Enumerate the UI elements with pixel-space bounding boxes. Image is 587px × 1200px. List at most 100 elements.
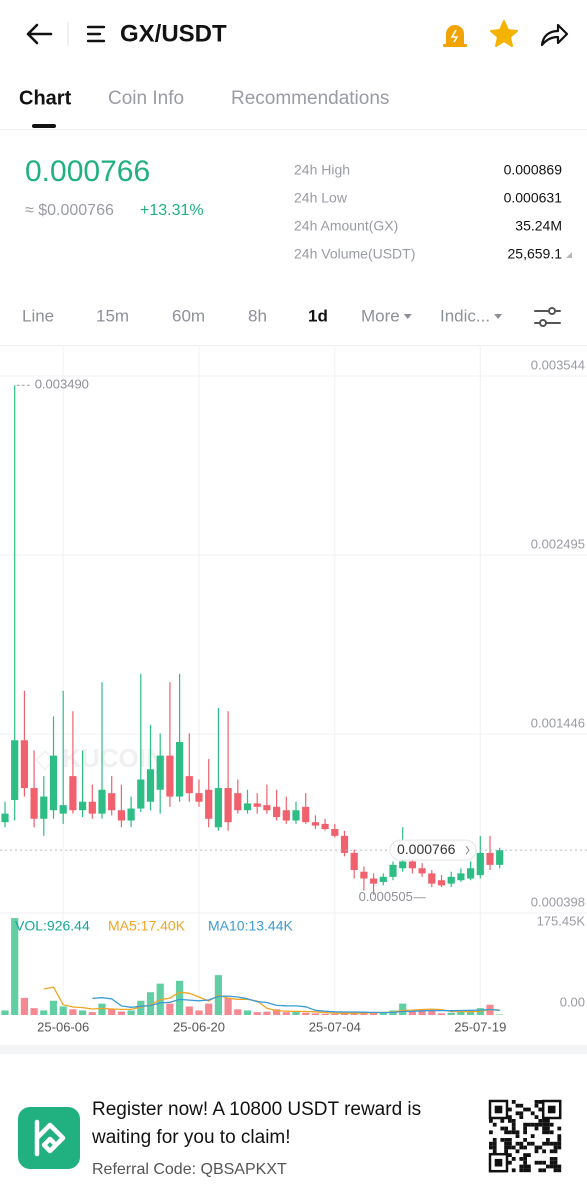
qr-cell	[549, 1164, 554, 1169]
ma-line	[92, 995, 500, 1014]
qr-cell	[542, 1130, 546, 1135]
qr-finder	[488, 1099, 509, 1120]
timeframe-option[interactable]: Line	[22, 306, 54, 325]
qr-cell	[557, 1126, 562, 1131]
qr-cell	[492, 1149, 497, 1154]
volume-bar	[321, 1013, 329, 1015]
qr-cell	[534, 1100, 539, 1104]
qr-cell	[549, 1160, 554, 1165]
qr-cell	[553, 1141, 558, 1146]
menu-icon[interactable]	[86, 25, 106, 43]
qr-cell	[542, 1160, 546, 1165]
qr-cell	[557, 1145, 562, 1150]
qr-cell	[508, 1130, 512, 1135]
timeframe-option[interactable]: 60m	[172, 306, 205, 325]
candle-body	[321, 823, 329, 830]
candle-body	[389, 864, 397, 877]
volume-bar	[302, 1012, 310, 1015]
timeframe-option[interactable]: More	[361, 306, 400, 325]
candle-body	[69, 776, 77, 811]
promo-line: Register now! A 10800 USDT reward is	[92, 1099, 421, 1120]
settings-knob	[539, 319, 547, 327]
qr-cell	[523, 1153, 527, 1157]
qr-cell	[549, 1130, 554, 1135]
qr-cell	[549, 1141, 554, 1146]
stat-value: 25,659.1	[508, 246, 563, 262]
pair-title: GX/USDT	[120, 20, 227, 47]
qr-cell	[534, 1160, 539, 1165]
menu-lines	[86, 25, 106, 43]
qr-cell	[527, 1164, 531, 1169]
candle-body	[486, 852, 494, 865]
tab-chart[interactable]: Chart	[19, 87, 72, 109]
dropdown-caret	[494, 314, 503, 319]
stats: 24h High 0.000869 24h Low 0.000631 24h Amoun…	[294, 162, 562, 262]
qr-cell	[542, 1126, 546, 1131]
bell-bolt	[450, 29, 459, 43]
volume-legend: VOL:926.44	[15, 918, 90, 934]
qr-cell	[511, 1130, 516, 1135]
qr-cell	[546, 1141, 550, 1146]
qr-cell	[557, 1164, 562, 1169]
volume-bar	[176, 980, 184, 1015]
qr-cell	[534, 1145, 539, 1150]
candle-body	[331, 829, 339, 836]
volume-bar	[331, 1013, 339, 1015]
timeframe-option[interactable]: Indic...	[440, 306, 490, 325]
volume-bar	[205, 1003, 213, 1015]
timeframe-option[interactable]: 15m	[96, 306, 129, 325]
qr-cell	[542, 1149, 546, 1154]
stat-label: 24h Low	[294, 190, 348, 206]
qr-cell	[519, 1168, 524, 1173]
alert-button[interactable]	[443, 25, 467, 47]
timeframe-option[interactable]: 1d	[308, 306, 328, 325]
qr-cell	[534, 1115, 539, 1119]
qr-finder-dot	[547, 1105, 556, 1114]
timeframe-bar: Line 15m 60m 8h 1d More Indic...	[22, 306, 503, 325]
qr-cell	[527, 1168, 531, 1173]
last-price-chevron	[465, 845, 470, 855]
qr-cell	[534, 1149, 539, 1154]
qr-cell	[519, 1103, 524, 1108]
qr-cell	[530, 1141, 535, 1146]
candle-body	[1, 813, 9, 823]
volume-bar	[282, 1012, 290, 1015]
qr-cell	[519, 1145, 524, 1150]
volume-bar	[166, 1003, 174, 1015]
x-tick-label: 25-06-20	[173, 1019, 225, 1034]
volume-bar	[437, 1013, 446, 1015]
candle-body	[399, 861, 407, 869]
y-tick-label: 0.001446	[531, 716, 585, 731]
qr-cell	[542, 1122, 546, 1127]
qr-cell	[508, 1160, 512, 1165]
qr-cell	[538, 1119, 543, 1123]
share-button[interactable]	[540, 23, 569, 47]
tab-indicator	[32, 124, 56, 128]
qr-finder	[488, 1152, 509, 1173]
qr-cell	[508, 1141, 512, 1146]
favorite-star[interactable]	[490, 20, 518, 47]
volume-toggle[interactable]	[566, 252, 572, 258]
tab-coin-info[interactable]: Coin Info	[108, 88, 184, 109]
promo-line: waiting for you to claim!	[91, 1127, 291, 1148]
back-button[interactable]	[26, 23, 53, 45]
qr-cell	[534, 1103, 539, 1108]
timeframe-option[interactable]: 8h	[248, 306, 267, 325]
candle-body	[447, 876, 455, 884]
qr-cell	[504, 1126, 508, 1131]
volume-bar	[263, 1011, 271, 1015]
qr-cell	[504, 1130, 508, 1135]
candle-body	[79, 801, 87, 811]
qr-cell	[523, 1168, 527, 1173]
last-price-label: 0.000766	[397, 841, 456, 857]
volume-bar	[467, 1010, 475, 1015]
volume-bar	[224, 997, 232, 1015]
qr-finder-dot	[494, 1158, 503, 1167]
tab-recommendations[interactable]: Recommendations	[231, 88, 389, 109]
qr-cell	[508, 1145, 512, 1150]
qr-cell	[508, 1153, 512, 1157]
volume-chart: 175.45K 0.00 VOL:926.44 MA5:17.40K MA10:13.4…	[1, 913, 585, 1034]
ma-legend: MA10:13.44K	[208, 918, 293, 934]
referral-code: Referral Code: QBSAPKXT	[92, 1161, 287, 1178]
chart-settings[interactable]	[534, 307, 561, 327]
